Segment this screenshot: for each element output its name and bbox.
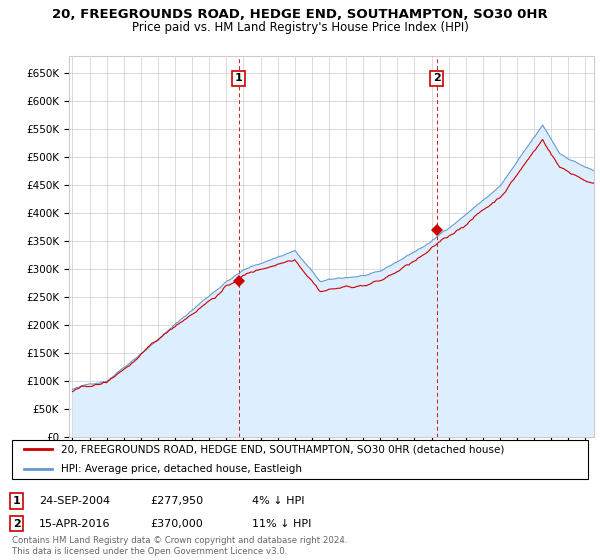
Text: 1: 1 [235, 73, 242, 83]
FancyBboxPatch shape [12, 440, 588, 479]
Text: 2: 2 [13, 519, 20, 529]
Text: 24-SEP-2004: 24-SEP-2004 [39, 496, 110, 506]
Text: 20, FREEGROUNDS ROAD, HEDGE END, SOUTHAMPTON, SO30 0HR (detached house): 20, FREEGROUNDS ROAD, HEDGE END, SOUTHAM… [61, 445, 505, 454]
Text: 2: 2 [433, 73, 440, 83]
Text: 15-APR-2016: 15-APR-2016 [39, 519, 110, 529]
Text: HPI: Average price, detached house, Eastleigh: HPI: Average price, detached house, East… [61, 464, 302, 474]
Text: Contains HM Land Registry data © Crown copyright and database right 2024.
This d: Contains HM Land Registry data © Crown c… [12, 536, 347, 556]
Text: 4% ↓ HPI: 4% ↓ HPI [252, 496, 305, 506]
Text: £277,950: £277,950 [150, 496, 203, 506]
Text: Price paid vs. HM Land Registry's House Price Index (HPI): Price paid vs. HM Land Registry's House … [131, 21, 469, 34]
Text: 11% ↓ HPI: 11% ↓ HPI [252, 519, 311, 529]
Text: 1: 1 [13, 496, 20, 506]
Text: 20, FREEGROUNDS ROAD, HEDGE END, SOUTHAMPTON, SO30 0HR: 20, FREEGROUNDS ROAD, HEDGE END, SOUTHAM… [52, 8, 548, 21]
Text: £370,000: £370,000 [150, 519, 203, 529]
